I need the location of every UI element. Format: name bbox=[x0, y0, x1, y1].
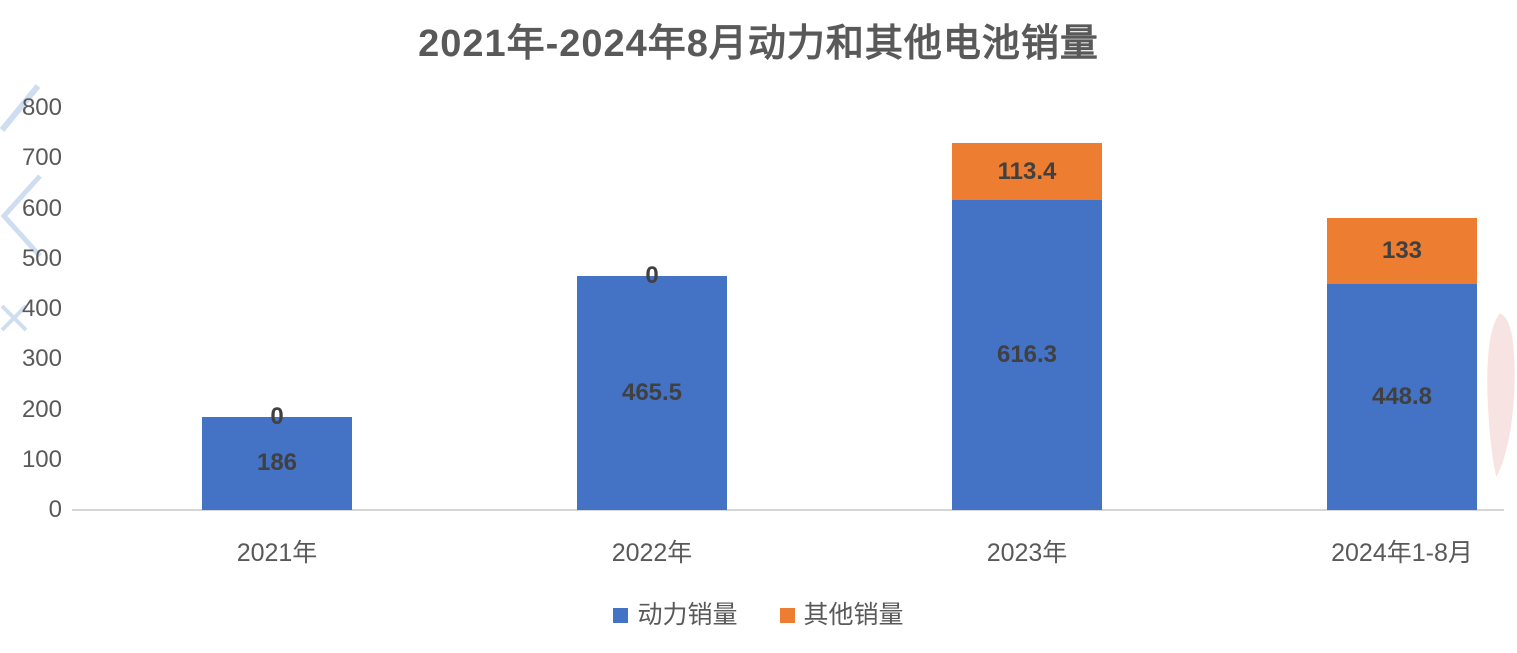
data-label: 0 bbox=[645, 262, 659, 290]
bar-segment bbox=[577, 276, 727, 510]
data-label: 186 bbox=[256, 449, 298, 477]
legend: 动力销量 其他销量 bbox=[0, 599, 1517, 631]
legend-label: 其他销量 bbox=[803, 600, 904, 629]
watermark-right-icon bbox=[1487, 313, 1515, 478]
bar-segment bbox=[1327, 284, 1477, 510]
data-label: 465.5 bbox=[621, 379, 683, 407]
y-tick-label: 500 bbox=[21, 244, 62, 272]
y-tick-label: 700 bbox=[21, 144, 62, 172]
y-tick-label: 600 bbox=[21, 194, 62, 222]
x-axis-line bbox=[72, 509, 1504, 511]
y-tick-label: 0 bbox=[48, 496, 62, 523]
legend-swatch-icon bbox=[779, 607, 795, 623]
data-label: 113.4 bbox=[997, 157, 1057, 185]
legend-label: 动力销量 bbox=[637, 600, 738, 629]
legend-item: 其他销量 bbox=[779, 600, 904, 629]
x-axis-category-label: 2023年 bbox=[986, 539, 1068, 567]
legend-swatch-icon bbox=[613, 607, 629, 623]
x-axis-category-label: 2024年1-8月 bbox=[1331, 539, 1473, 567]
y-tick-label: 400 bbox=[21, 295, 62, 322]
data-label: 133 bbox=[1381, 237, 1423, 265]
data-label: 0 bbox=[270, 402, 284, 430]
data-label: 448.8 bbox=[1371, 383, 1433, 411]
data-label: 616.3 bbox=[996, 341, 1058, 369]
x-axis-category-label: 2022年 bbox=[611, 539, 693, 567]
y-tick-label: 200 bbox=[21, 395, 62, 423]
legend-item: 动力销量 bbox=[613, 600, 738, 629]
chart-title: 2021年-2024年8月动力和其他电池销量 bbox=[418, 23, 1099, 65]
x-axis-category-label: 2021年 bbox=[236, 539, 318, 567]
bar-segment bbox=[952, 200, 1102, 510]
y-tick-label: 300 bbox=[21, 345, 62, 373]
bar-segment bbox=[1327, 217, 1477, 285]
y-tick-label: 800 bbox=[21, 94, 62, 121]
bar-segment bbox=[202, 416, 352, 510]
bar-segment bbox=[952, 143, 1102, 201]
y-tick-label: 100 bbox=[21, 445, 62, 473]
